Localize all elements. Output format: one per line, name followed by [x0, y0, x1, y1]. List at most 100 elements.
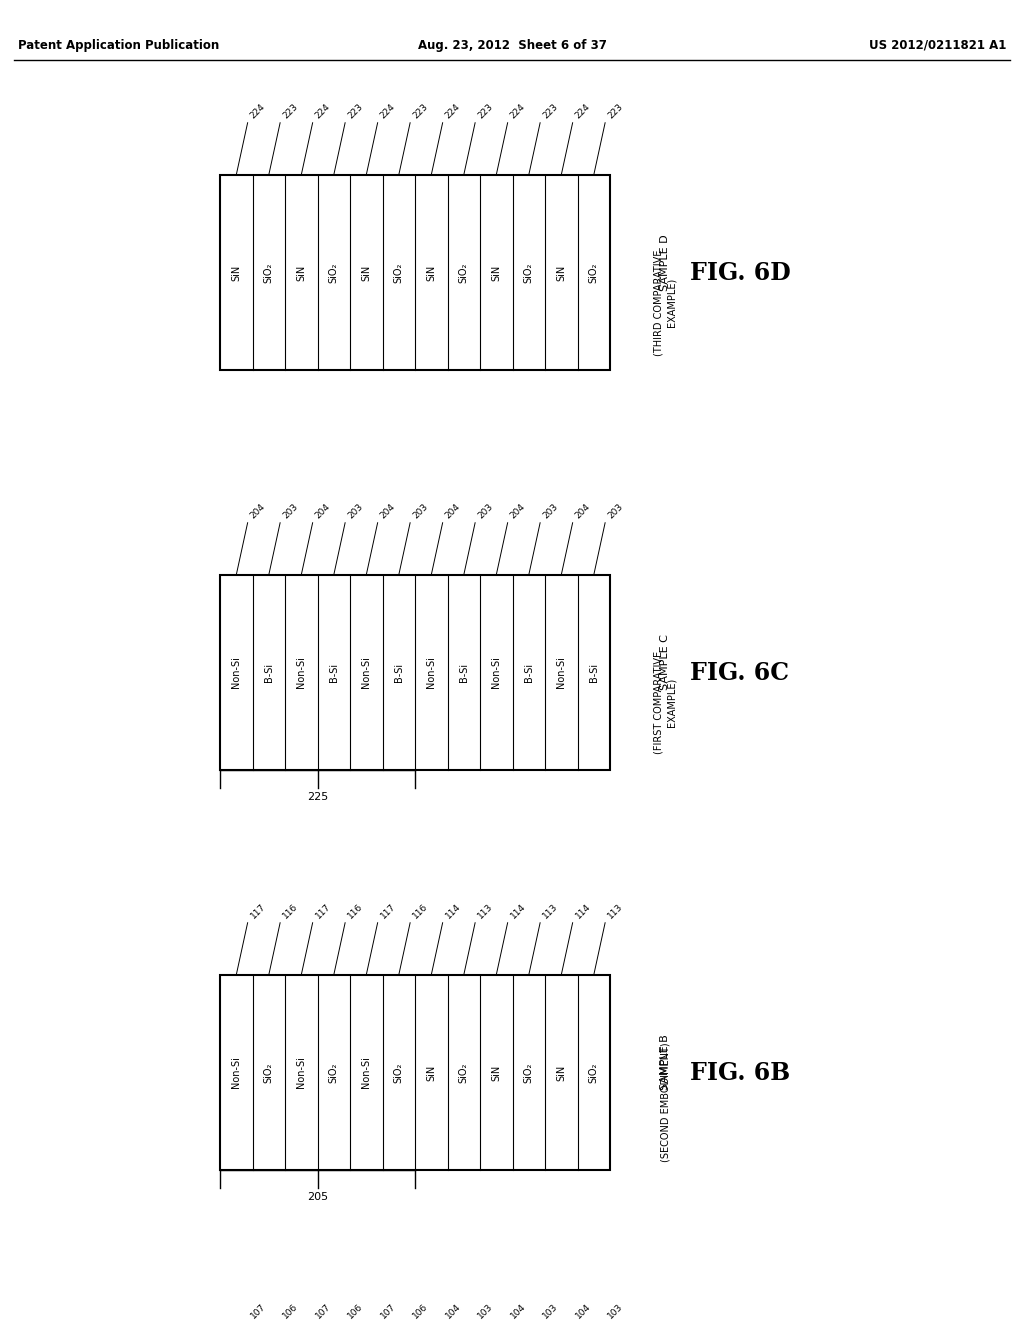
Text: SiN: SiN — [556, 264, 566, 281]
Text: 204: 204 — [379, 503, 397, 521]
Text: 203: 203 — [282, 503, 300, 521]
Text: 114: 114 — [443, 903, 462, 921]
Text: SiO₂: SiO₂ — [264, 1063, 273, 1082]
Text: SiO₂: SiO₂ — [329, 1063, 339, 1082]
Text: FIG. 6C: FIG. 6C — [690, 660, 790, 685]
Text: 204: 204 — [313, 503, 332, 521]
Text: 203: 203 — [346, 503, 365, 521]
Text: FIG. 6D: FIG. 6D — [689, 260, 791, 285]
Text: Non-Si: Non-Si — [426, 656, 436, 689]
Text: 106: 106 — [282, 1303, 300, 1320]
Text: 103: 103 — [606, 1303, 625, 1320]
Text: SiO₂: SiO₂ — [589, 263, 599, 282]
Text: 103: 103 — [541, 1303, 560, 1320]
Text: FIG. 6B: FIG. 6B — [690, 1060, 791, 1085]
Text: 204: 204 — [249, 503, 267, 521]
Text: US 2012/0211821 A1: US 2012/0211821 A1 — [868, 38, 1006, 51]
Text: SiN: SiN — [492, 264, 502, 281]
Text: 116: 116 — [282, 902, 300, 921]
Text: 117: 117 — [313, 902, 332, 921]
Text: 205: 205 — [307, 1192, 328, 1203]
Text: SiN: SiN — [361, 264, 372, 281]
Text: SiO₂: SiO₂ — [394, 1063, 403, 1082]
Bar — [220, 576, 610, 770]
Text: 224: 224 — [443, 103, 462, 120]
Text: 225: 225 — [307, 792, 328, 803]
Text: 103: 103 — [476, 1303, 495, 1320]
Text: 224: 224 — [573, 103, 592, 120]
Text: 224: 224 — [249, 103, 267, 120]
Text: 224: 224 — [379, 103, 397, 120]
Text: 223: 223 — [606, 103, 625, 120]
Text: SiO₂: SiO₂ — [329, 263, 339, 282]
Text: 223: 223 — [411, 103, 429, 120]
Text: SiO₂: SiO₂ — [459, 1063, 469, 1082]
Text: 107: 107 — [379, 1303, 397, 1320]
Text: SiO₂: SiO₂ — [589, 1063, 599, 1082]
Text: 224: 224 — [509, 103, 527, 120]
Text: SiO₂: SiO₂ — [394, 263, 403, 282]
Text: 114: 114 — [573, 903, 592, 921]
Text: SiN: SiN — [492, 1064, 502, 1081]
Text: B-Si: B-Si — [459, 663, 469, 682]
Bar — [220, 176, 610, 370]
Text: 116: 116 — [346, 902, 365, 921]
Text: Non-Si: Non-Si — [231, 1056, 242, 1089]
Text: SiO₂: SiO₂ — [459, 263, 469, 282]
Text: 107: 107 — [249, 1303, 267, 1320]
Text: 223: 223 — [541, 103, 559, 120]
Text: 106: 106 — [411, 1303, 430, 1320]
Text: SAMPLE B: SAMPLE B — [660, 1035, 670, 1090]
Text: (FIRST COMPARATIVE
EXAMPLE): (FIRST COMPARATIVE EXAMPLE) — [653, 651, 676, 754]
Text: 203: 203 — [476, 503, 495, 521]
Text: 114: 114 — [509, 903, 527, 921]
Text: 223: 223 — [346, 103, 365, 120]
Bar — [220, 975, 610, 1170]
Text: 104: 104 — [573, 1303, 592, 1320]
Text: (SECOND EMBODIMENT): (SECOND EMBODIMENT) — [660, 1043, 670, 1163]
Text: 113: 113 — [541, 902, 560, 921]
Text: Non-Si: Non-Si — [492, 656, 502, 689]
Text: Non-Si: Non-Si — [231, 656, 242, 689]
Text: SiN: SiN — [426, 264, 436, 281]
Text: SAMPLE D: SAMPLE D — [660, 234, 670, 290]
Text: SiN: SiN — [556, 1064, 566, 1081]
Text: 223: 223 — [282, 103, 299, 120]
Text: 204: 204 — [443, 503, 462, 521]
Text: 113: 113 — [476, 902, 495, 921]
Text: 117: 117 — [249, 902, 267, 921]
Text: 204: 204 — [509, 503, 527, 521]
Text: B-Si: B-Si — [523, 663, 534, 682]
Text: 203: 203 — [411, 503, 430, 521]
Text: 104: 104 — [509, 1303, 527, 1320]
Text: 106: 106 — [346, 1303, 365, 1320]
Text: Patent Application Publication: Patent Application Publication — [18, 38, 219, 51]
Text: SiO₂: SiO₂ — [523, 263, 534, 282]
Text: (THIRD COMPARATIVE
EXAMPLE): (THIRD COMPARATIVE EXAMPLE) — [653, 249, 676, 355]
Text: Aug. 23, 2012  Sheet 6 of 37: Aug. 23, 2012 Sheet 6 of 37 — [418, 38, 606, 51]
Text: SiN: SiN — [296, 264, 306, 281]
Text: B-Si: B-Si — [589, 663, 599, 682]
Text: Non-Si: Non-Si — [296, 656, 306, 689]
Text: 104: 104 — [443, 1303, 462, 1320]
Text: Non-Si: Non-Si — [556, 656, 566, 689]
Text: B-Si: B-Si — [329, 663, 339, 682]
Text: 203: 203 — [606, 503, 625, 521]
Text: 224: 224 — [313, 103, 332, 120]
Text: SAMPLE C: SAMPLE C — [660, 635, 670, 690]
Text: SiO₂: SiO₂ — [264, 263, 273, 282]
Text: 117: 117 — [379, 902, 397, 921]
Text: 204: 204 — [573, 503, 592, 521]
Text: SiN: SiN — [426, 1064, 436, 1081]
Text: SiO₂: SiO₂ — [523, 1063, 534, 1082]
Text: Non-Si: Non-Si — [361, 656, 372, 689]
Text: Non-Si: Non-Si — [296, 1056, 306, 1089]
Text: 223: 223 — [476, 103, 495, 120]
Text: 113: 113 — [606, 902, 625, 921]
Text: 107: 107 — [313, 1303, 332, 1320]
Text: Non-Si: Non-Si — [361, 1056, 372, 1089]
Text: SiN: SiN — [231, 264, 242, 281]
Text: B-Si: B-Si — [264, 663, 273, 682]
Text: 203: 203 — [541, 503, 559, 521]
Text: 116: 116 — [411, 902, 430, 921]
